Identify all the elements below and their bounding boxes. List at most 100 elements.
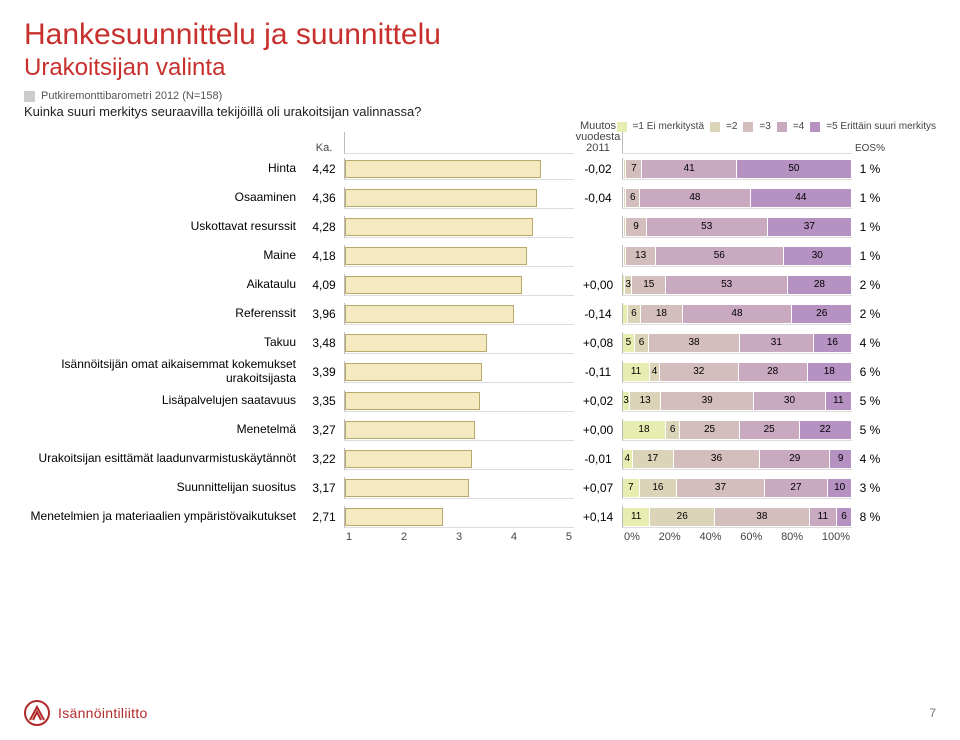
stacked-segment: 53 [647,218,768,236]
row-muutos: -0,11 [574,365,622,379]
row-label: Osaaminen [24,191,304,204]
bar2-axis: 0%20%40%60%80%100% [622,531,852,549]
mean-bar [344,274,574,296]
chart-row: Aikataulu4,09+0,0031553282 % [24,270,936,299]
axis-tick: 60% [740,531,762,549]
row-label: Lisäpalvelujen saatavuus [24,394,304,407]
row-muutos: -0,02 [574,162,622,176]
mean-bar [344,390,574,412]
org-logo: Isännöintiliitto [24,700,148,726]
row-muutos: -0,04 [574,191,622,205]
stacked-segment: 6 [837,508,852,526]
stacked-segment: 11 [810,508,837,526]
stacked-segment: 18 [623,421,666,439]
stacked-segment: 6 [666,421,680,439]
chart-row: Menetelmien ja materiaalien ympäristövai… [24,502,936,531]
stacked-segment: 25 [680,421,740,439]
row-label: Uskottavat resurssit [24,220,304,233]
stacked-segment: 3 [625,276,632,294]
row-eos: 3 % [852,481,888,495]
stacked-segment: 13 [626,247,656,265]
stacked-bar: 64844 [622,187,852,209]
row-ka: 3,39 [304,365,344,379]
row-eos: 6 % [852,365,888,379]
row-eos: 1 % [852,249,888,263]
row-ka: 4,36 [304,191,344,205]
stacked-segment: 39 [661,392,754,410]
axis-tick: 20% [659,531,681,549]
chart-row: Referenssit3,96-0,1461848262 % [24,299,936,328]
stacked-segment: 13 [630,392,661,410]
stacked-bar: 6184826 [622,303,852,325]
stacked-segment: 15 [632,276,666,294]
source-text: Putkiremonttibarometri 2012 (N=158) [41,90,222,102]
row-ka: 4,09 [304,278,344,292]
stacked-segment: 25 [740,421,800,439]
stacked-segment: 32 [660,363,739,381]
mean-bar [344,303,574,325]
axis-tick: 40% [699,531,721,549]
chart-row: Takuu3,48+0,08563831164 % [24,328,936,357]
muutos-header: Muutos vuodesta 2011 [574,121,622,154]
stacked-segment: 26 [792,305,852,323]
source-row: Putkiremonttibarometri 2012 (N=158) [24,90,936,102]
axis-tick: 100% [822,531,850,549]
stacked-bar: 56383116 [622,332,852,354]
stacked-segment: 27 [765,479,829,497]
row-eos: 1 % [852,191,888,205]
mean-bar [344,506,574,528]
row-eos: 4 % [852,452,888,466]
chart-row: Isännöitsijän omat aikaisemmat kokemukse… [24,357,936,386]
stacked-segment: 22 [800,421,852,439]
row-ka: 4,42 [304,162,344,176]
bar1-axis: 12345 [344,531,574,549]
stacked-segment: 37 [677,479,764,497]
stacked-segment: 38 [649,334,740,352]
stacked-segment: 6 [626,189,640,207]
stacked-segment: 6 [635,334,649,352]
stacked-segment: 53 [666,276,787,294]
question-text: Kuinka suuri merkitys seuraavilla tekijö… [24,104,936,119]
row-label: Aikataulu [24,278,304,291]
stacked-segment: 6 [628,305,642,323]
stacked-segment: 50 [737,160,852,178]
legend-label: =4 [793,121,804,132]
stacked-segment: 3 [623,392,630,410]
stacked-legend: =1 Ei merkitystä=2=3=4=5 Erittäin suuri … [24,121,936,132]
row-muutos: +0,14 [574,510,622,524]
row-muutos: +0,00 [574,278,622,292]
row-ka: 4,28 [304,220,344,234]
chart-row: Hinta4,42-0,02741501 % [24,154,936,183]
mean-bar [344,158,574,180]
chart-row: Lisäpalvelujen saatavuus3,35+0,023133930… [24,386,936,415]
stacked-segment: 29 [760,450,830,468]
stacked-segment: 16 [814,334,852,352]
stacked-segment: 16 [640,479,678,497]
row-eos: 2 % [852,307,888,321]
row-ka: 4,18 [304,249,344,263]
mean-bar [344,187,574,209]
stacked-segment: 9 [830,450,852,468]
row-label: Menetelmien ja materiaalien ympäristövai… [24,510,304,523]
row-label: Maine [24,249,304,262]
mean-bar [344,216,574,238]
page-subtitle: Urakoitsijan valinta [24,54,936,82]
stacked-bar: 114322818 [622,361,852,383]
stacked-segment: 26 [650,508,715,526]
row-label: Urakoitsijan esittämät laadunvarmistuskä… [24,452,304,465]
row-label: Isännöitsijän omat aikaisemmat kokemukse… [24,358,304,385]
axis-tick: 3 [456,531,462,549]
row-muutos: -0,01 [574,452,622,466]
stacked-bar: 95337 [622,216,852,238]
stacked-bar: 716372710 [622,477,852,499]
row-eos: 4 % [852,336,888,350]
legend-swatch [777,122,787,132]
row-ka: 2,71 [304,510,344,524]
stacked-bar: 3155328 [622,274,852,296]
stacked-segment: 37 [768,218,852,236]
logo-icon [24,700,50,726]
legend-swatch [743,122,753,132]
chart-area: Ka. Muutos vuodesta 2011 EOS% Hinta4,42-… [24,134,936,549]
row-label: Hinta [24,162,304,175]
stacked-bar: 74150 [622,158,852,180]
